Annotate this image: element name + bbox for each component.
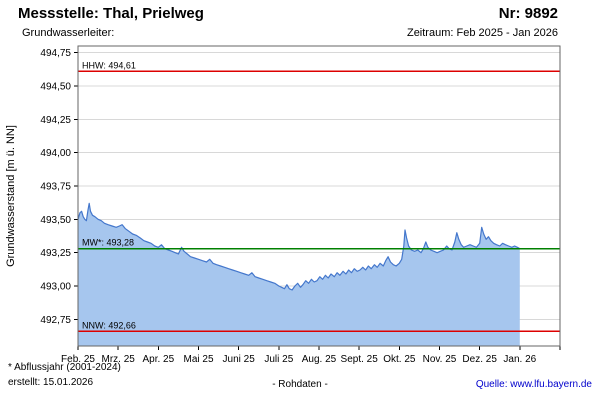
y-tick-label: 494,50 <box>40 82 71 93</box>
x-tick-label: Aug. 25 <box>302 354 337 365</box>
x-tick-label: Feb. 25 <box>61 354 95 365</box>
hydrograph-area <box>78 203 520 346</box>
y-tick-label: 493,00 <box>40 282 71 293</box>
aquifer-label: Grundwasserleiter: <box>22 27 115 39</box>
y-tick-label: 494,00 <box>40 148 71 159</box>
footnote-abflussjahr: * Abflussjahr (2001-2024) <box>8 362 121 373</box>
page-title: Messstelle: Thal, Prielweg <box>18 5 204 22</box>
source-prefix: Quelle: <box>475 379 511 390</box>
groundwater-level-chart: HHW: 494,61 MW*: 493,28 NNW: 492,66 494,75 4… <box>5 45 561 365</box>
reference-line-label-mw: MW*: 493,28 <box>82 238 134 248</box>
source-label: Quelle: www.lfu.bayern.de <box>476 379 592 390</box>
y-tick-label: 493,25 <box>40 248 71 259</box>
y-tick-label: 493,50 <box>40 215 71 226</box>
x-tick-label: Juni 25 <box>223 354 256 365</box>
y-tick-label: 494,75 <box>40 48 71 59</box>
y-tick-label: 494,25 <box>40 115 71 126</box>
y-axis-label: Grundwasserstand [m ü. NN] <box>5 125 17 267</box>
plot-frame <box>77 45 561 347</box>
created-date: erstellt: 15.01.2026 <box>8 377 94 388</box>
rohdaten-label: - Rohdaten - <box>272 379 328 390</box>
x-tick-label: Mrz. 25 <box>101 354 135 365</box>
reference-line-label-nnw: NNW: 492,66 <box>82 320 136 330</box>
x-tick-label: Dez. 25 <box>462 354 497 365</box>
y-tick-label: 492,75 <box>40 315 71 326</box>
x-tick-label: Sept. 25 <box>341 354 379 365</box>
x-tick-label: Okt. 25 <box>383 354 416 365</box>
y-tick-label: 493,75 <box>40 182 71 193</box>
station-number: Nr: 9892 <box>498 5 558 22</box>
source-link[interactable]: www.lfu.bayern.de <box>510 379 592 390</box>
x-tick-label: Juli 25 <box>264 354 293 365</box>
x-tick-label: Nov. 25 <box>423 354 457 365</box>
x-tick-label: Jan. 26 <box>503 354 536 365</box>
period-label: Zeitraum: Feb 2025 - Jan 2026 <box>406 27 558 39</box>
reference-line-label-hhw: HHW: 494,61 <box>82 60 136 70</box>
x-tick-label: Mai 25 <box>183 354 213 365</box>
x-tick-label: Apr. 25 <box>142 354 174 365</box>
